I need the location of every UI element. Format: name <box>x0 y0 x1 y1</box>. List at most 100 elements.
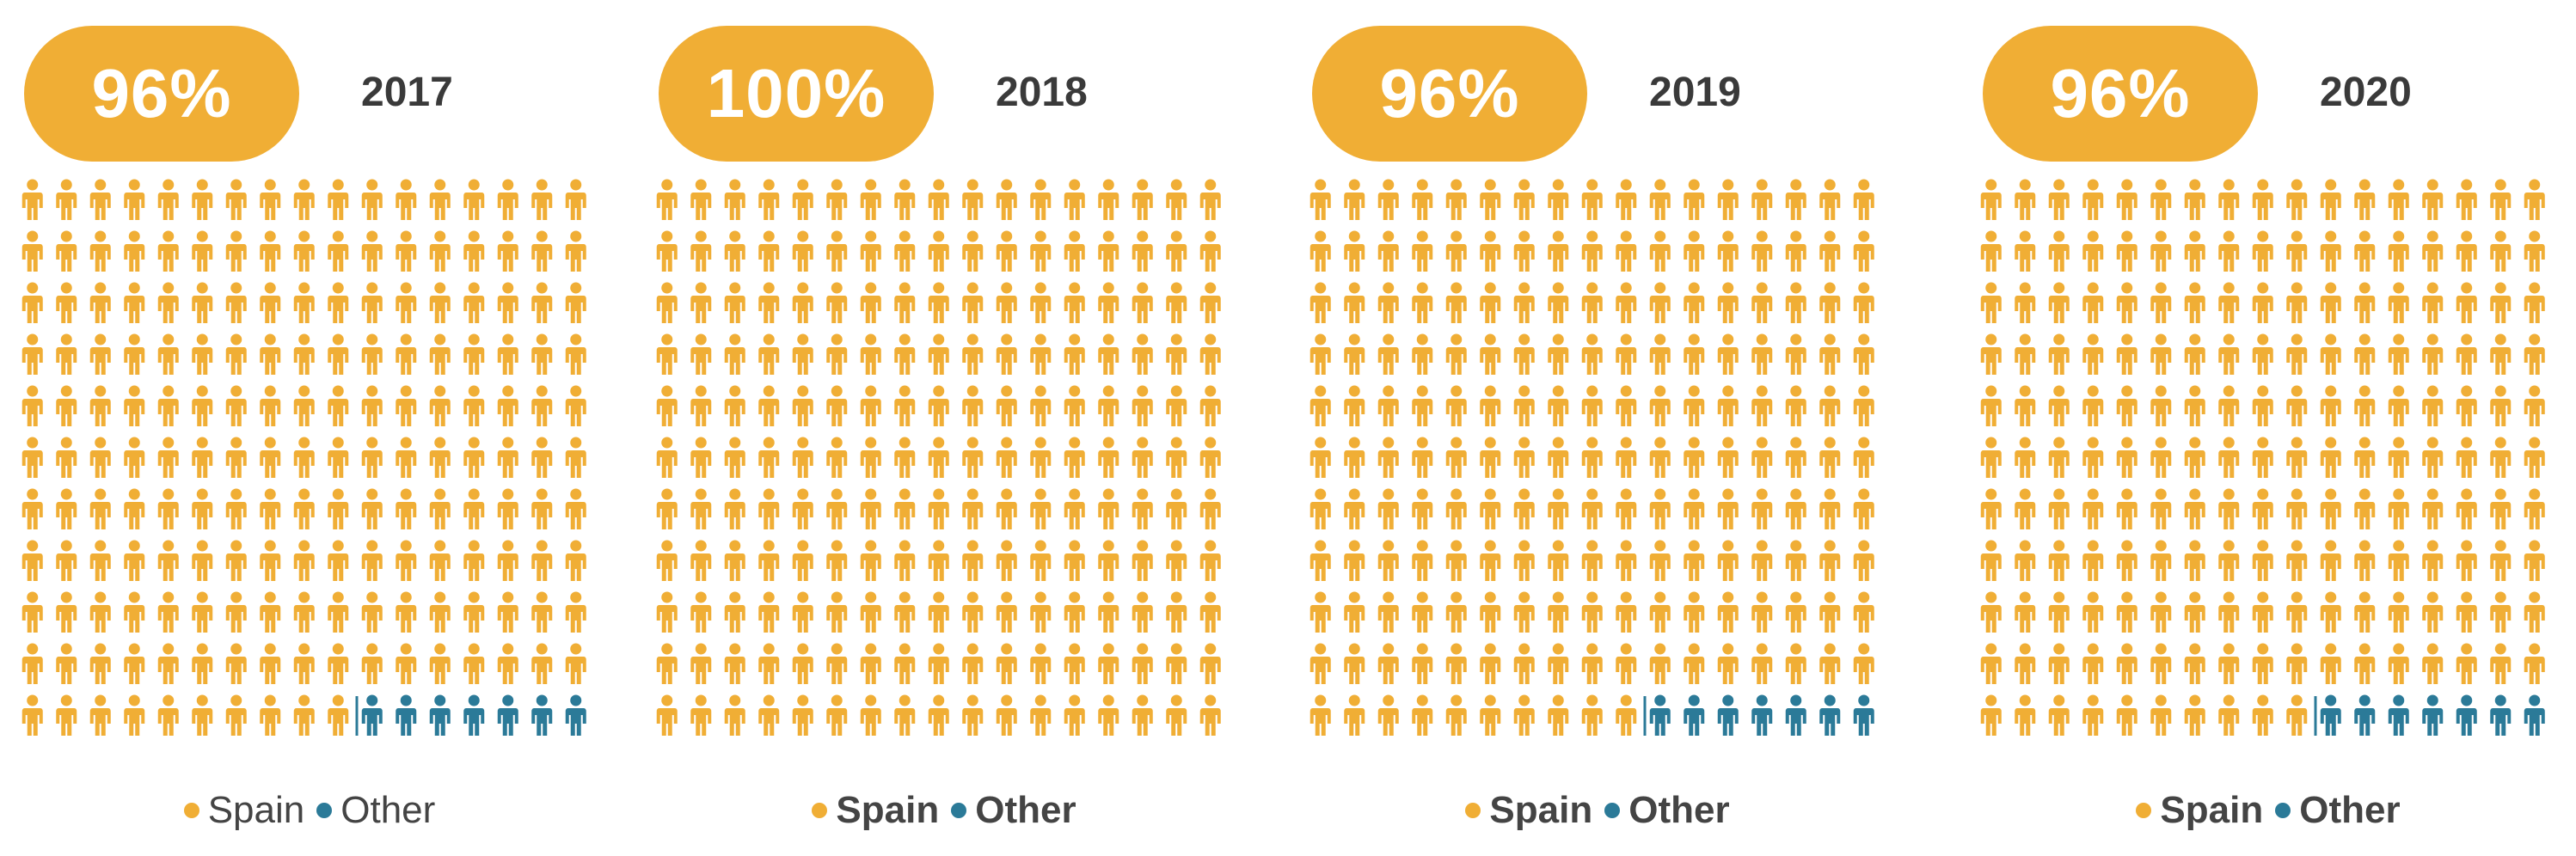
person-head <box>1586 437 1598 449</box>
person-icon-spain <box>1412 540 1433 581</box>
person-head <box>2257 540 2269 552</box>
person-icon-spain <box>2116 591 2137 633</box>
person-body <box>1649 605 1671 633</box>
person-icon-spain <box>497 385 518 426</box>
person-icon-spain <box>2048 179 2070 220</box>
person-body <box>56 347 77 375</box>
person-head <box>1069 282 1081 294</box>
person-body <box>396 244 417 272</box>
person-body <box>1980 347 2002 375</box>
person-body <box>293 347 315 375</box>
person-head <box>2087 333 2099 345</box>
person-body <box>293 450 315 478</box>
person-icon-spain <box>2422 488 2444 529</box>
person-body <box>396 399 417 426</box>
person-head <box>536 282 548 294</box>
person-head <box>400 694 412 706</box>
person-head <box>899 488 911 500</box>
person-body <box>2116 347 2137 375</box>
person-icon-spain <box>860 591 881 633</box>
person-icon-spain <box>1684 591 1705 633</box>
person-icon-spain <box>429 437 451 478</box>
person-head <box>831 694 843 706</box>
person-head <box>366 333 378 345</box>
person-head <box>933 230 945 242</box>
person-head <box>27 540 39 552</box>
person-body <box>2184 708 2205 736</box>
person-body <box>2184 244 2205 272</box>
person-icon-spain <box>1344 179 1365 220</box>
person-head <box>2393 230 2405 242</box>
person-icon-spain <box>1819 437 1841 478</box>
person-head <box>797 540 809 552</box>
person-icon-spain <box>1751 179 1773 220</box>
person-icon-spain <box>656 694 678 736</box>
person-head <box>468 179 480 191</box>
person-body <box>2320 193 2341 220</box>
person-body <box>1412 399 1433 426</box>
person-body <box>2015 605 2036 633</box>
person-icon-spain <box>2252 591 2273 633</box>
person-body <box>565 553 586 581</box>
person-body <box>157 708 179 736</box>
person-body <box>1030 553 1052 581</box>
person-body <box>2252 244 2273 272</box>
person-head <box>1518 230 1530 242</box>
person-icon-spain <box>1684 540 1705 581</box>
person-head <box>1416 385 1428 397</box>
person-icon-spain <box>656 437 678 478</box>
person-icon-spain <box>1751 643 1773 684</box>
person-body <box>2184 450 2205 478</box>
person-head <box>434 230 446 242</box>
person-body <box>89 347 111 375</box>
person-icon-spain <box>328 230 349 272</box>
person-icon-spain <box>1513 437 1535 478</box>
person-body <box>1309 553 1331 581</box>
person-head <box>2393 385 2405 397</box>
person-body <box>1377 450 1399 478</box>
person-icon-spain <box>2320 230 2341 272</box>
person-icon-spain <box>2354 437 2376 478</box>
person-body <box>1581 450 1603 478</box>
person-icon-spain <box>1785 591 1806 633</box>
person-icon-spain <box>1064 591 1085 633</box>
person-icon-spain <box>225 591 247 633</box>
person-icon-spain <box>497 333 518 375</box>
person-body <box>1649 296 1671 323</box>
person-icon-spain <box>328 385 349 426</box>
percent-badge: 96% <box>24 26 299 162</box>
person-body <box>1684 553 1705 581</box>
person-body <box>1412 244 1433 272</box>
person-body <box>1445 244 1467 272</box>
person-head <box>1170 488 1182 500</box>
person-body <box>928 193 949 220</box>
person-head <box>468 694 480 706</box>
person-icon-spain <box>225 333 247 375</box>
person-body <box>724 244 745 272</box>
person-body <box>656 244 678 272</box>
person-icon-spain <box>1030 385 1052 426</box>
person-body <box>792 502 813 529</box>
person-head <box>695 282 707 294</box>
person-icon-spain <box>1616 230 1637 272</box>
person-body <box>690 244 712 272</box>
person-head <box>27 488 39 500</box>
person-icon-spain <box>996 179 1017 220</box>
person-icon-spain <box>1785 643 1806 684</box>
person-icon-spain <box>690 437 712 478</box>
person-icon-spain <box>2422 591 2444 633</box>
person-head <box>502 333 514 345</box>
person-icon-spain <box>928 333 949 375</box>
person-icon-spain <box>1132 591 1153 633</box>
person-body <box>463 605 485 633</box>
person-body <box>2388 347 2409 375</box>
person-body <box>124 347 145 375</box>
person-body <box>1344 502 1365 529</box>
person-head <box>1722 643 1734 655</box>
person-head <box>831 643 843 655</box>
person-icon-spain <box>21 282 43 323</box>
person-body <box>2286 347 2308 375</box>
person-body <box>2524 502 2545 529</box>
person-icon-spain <box>2252 282 2273 323</box>
person-body <box>2150 296 2172 323</box>
